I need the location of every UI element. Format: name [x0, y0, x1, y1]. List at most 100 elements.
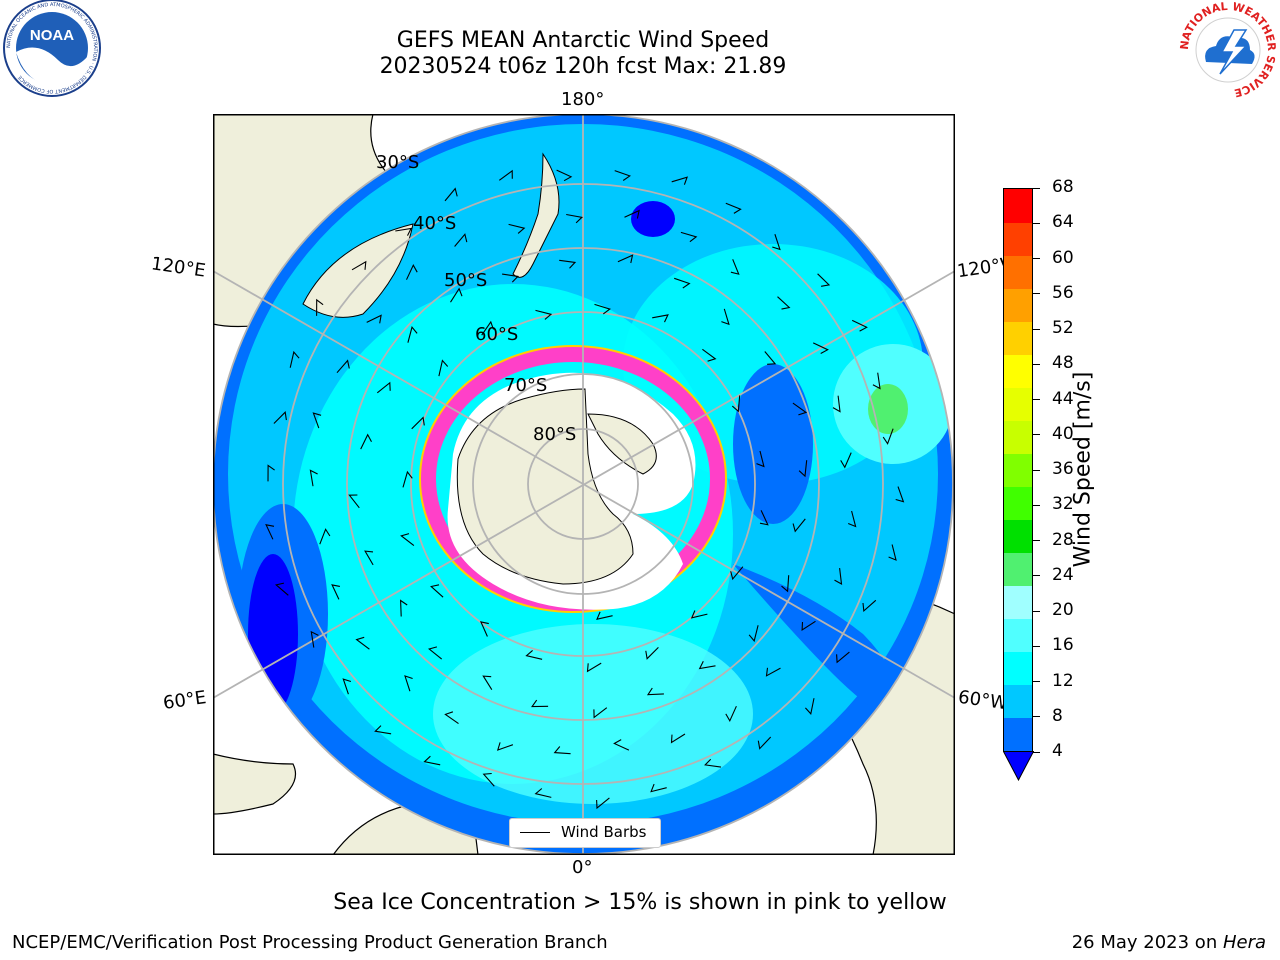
- footer-date: 26 May 2023 on Hera: [1072, 932, 1266, 953]
- wind-barb: [812, 342, 829, 354]
- wind-barb: [275, 582, 289, 596]
- wind-barb: [438, 359, 449, 377]
- colorbar-tick-label: 44: [1052, 388, 1074, 409]
- colorbar-tick-label: 64: [1052, 212, 1074, 233]
- wind-barb: [265, 524, 275, 540]
- wind-barb: [840, 452, 852, 469]
- colorbar-tick-mark: [1033, 222, 1040, 224]
- lat-label-60s: 60°S: [475, 324, 519, 345]
- colorbar-segment: [1004, 552, 1032, 587]
- wind-barb: [730, 566, 744, 581]
- wind-barb: [566, 213, 584, 224]
- colorbar-segment: [1004, 519, 1032, 554]
- wind-barb: [342, 678, 352, 695]
- wind-barb: [596, 797, 610, 810]
- colorbar-tick-mark: [1033, 540, 1040, 541]
- wind-barb: [310, 630, 319, 648]
- wind-barb: [479, 621, 489, 637]
- colorbar-segment: [1004, 189, 1032, 223]
- wind-barb: [364, 550, 374, 566]
- lat-label-80s: 80°S: [533, 424, 577, 445]
- colorbar-tick-mark: [1033, 293, 1040, 295]
- colorbar-segment: [1004, 222, 1032, 256]
- wind-barb: [376, 381, 391, 394]
- wind-barb: [836, 651, 850, 664]
- legend-label: Wind Barbs: [561, 823, 647, 841]
- colorbar-segment: [1004, 486, 1032, 521]
- colorbar-segment: [1004, 684, 1032, 719]
- colorbar-label: Wind Speed [m/s]: [1070, 371, 1096, 568]
- wind-barb: [374, 725, 392, 735]
- wind-barb: [652, 314, 669, 323]
- wind-barb: [319, 528, 331, 545]
- wind-barb: [594, 303, 612, 315]
- colorbar-tick-mark: [1033, 434, 1040, 436]
- lat-label-70s: 70°S: [504, 375, 548, 396]
- wind-barb: [309, 469, 318, 487]
- wind-barb: [336, 359, 350, 374]
- wind-barb: [316, 298, 324, 316]
- lat-label-50s: 50°S: [444, 270, 488, 291]
- title-line2: 20230524 t06z 120h fcst Max: 21.89: [379, 54, 787, 79]
- colorbar-tick-mark: [1033, 575, 1040, 577]
- wind-barb: [781, 575, 790, 593]
- wind-barb: [895, 486, 905, 503]
- wind-barb: [444, 187, 458, 202]
- colorbar-tick-label: 60: [1052, 247, 1074, 268]
- colorbar-segment: [1004, 651, 1032, 686]
- wind-barb: [646, 687, 664, 696]
- wind-barb: [624, 209, 640, 219]
- colorbar-segment: [1004, 321, 1032, 355]
- colorbar-segment: [1004, 420, 1032, 454]
- wind-barb: [531, 699, 549, 708]
- colorbar-segment: [1004, 717, 1032, 752]
- wind-barb: [798, 460, 808, 478]
- wind-barb: [454, 233, 468, 247]
- wind-barb: [289, 350, 300, 368]
- colorbar-tick-label: 48: [1052, 353, 1074, 374]
- colorbar-tick-label: 20: [1052, 600, 1074, 620]
- wind-barb: [704, 758, 722, 768]
- wind-barb: [482, 675, 493, 690]
- wind-barb: [351, 260, 367, 271]
- noaa-logo-text: NOAA: [30, 27, 74, 44]
- wind-barb: [508, 223, 526, 234]
- lon-label-60w: 60°W: [956, 686, 1009, 715]
- wind-barb: [725, 202, 742, 214]
- wind-barb: [406, 263, 418, 280]
- wind-barb: [402, 470, 413, 488]
- wind-barb: [267, 464, 275, 482]
- wind-barb: [690, 610, 708, 619]
- colorbar-segment: [1004, 453, 1032, 488]
- wind-barb: [757, 736, 772, 750]
- wind-barb: [559, 259, 577, 269]
- wind-barb: [888, 544, 897, 561]
- wind-barb: [851, 319, 868, 332]
- colorbar-tick-mark: [1033, 328, 1040, 330]
- colorbar-tick-mark: [1033, 645, 1040, 647]
- wind-barb: [792, 402, 808, 416]
- wind-barb: [360, 433, 372, 450]
- footer-branch: NCEP/EMC/Verification Post Processing Pr…: [12, 932, 608, 953]
- footer-date-text: 26 May 2023 on: [1071, 932, 1223, 953]
- footer-host: Hera: [1222, 932, 1266, 953]
- wind-barb: [614, 170, 631, 181]
- noaa-logo: NOAA NATIONAL OCEANIC AND ATMOSPHERIC AD…: [3, 0, 101, 97]
- wind-barb: [725, 705, 737, 723]
- colorbar-tick-label: 8: [1052, 705, 1063, 726]
- wind-barb: [498, 169, 513, 181]
- wind-barb: [777, 296, 791, 310]
- wind-barb: [525, 649, 543, 660]
- wind-barb: [502, 273, 520, 283]
- wind-barb: [404, 675, 413, 692]
- wind-barb: [355, 636, 370, 650]
- wind-barb: [756, 450, 765, 468]
- wind-barb: [586, 662, 602, 673]
- wind-barb: [273, 411, 287, 424]
- colorbar: [1003, 188, 1033, 752]
- wind-barb: [400, 599, 408, 617]
- wind-barb: [764, 351, 777, 365]
- wind-barb: [670, 733, 686, 744]
- wind-barb: [847, 510, 857, 528]
- map-panel: [213, 114, 955, 855]
